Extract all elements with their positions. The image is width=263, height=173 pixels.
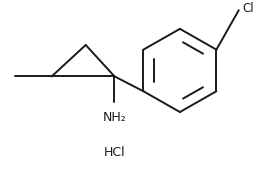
Text: NH₂: NH₂	[103, 111, 126, 124]
Text: Cl: Cl	[243, 2, 254, 15]
Text: HCl: HCl	[104, 146, 125, 159]
